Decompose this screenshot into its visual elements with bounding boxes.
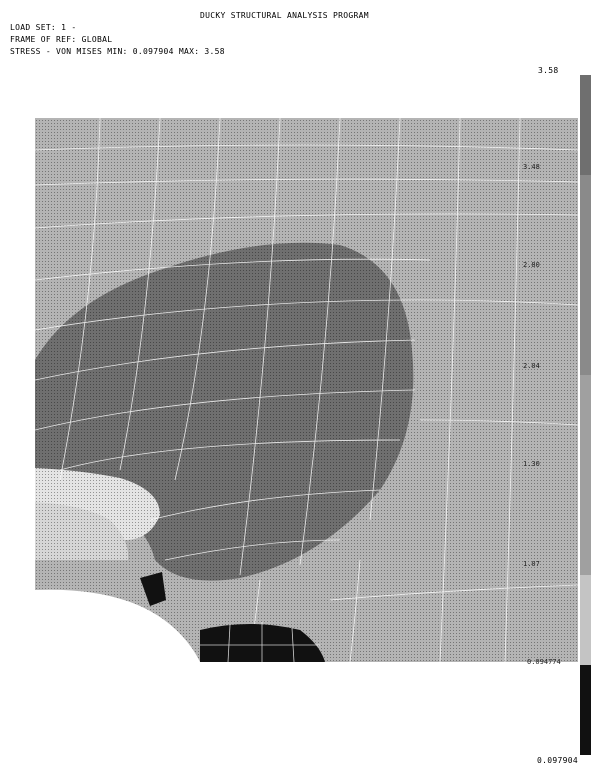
legend-scale-label: 1.30 [523,460,540,468]
legend-scale-label: 3.48 [523,163,540,171]
legend-max-label: 3.58 [538,66,559,75]
stress-legend-bar [580,75,591,755]
program-title: DUCKY STRUCTURAL ANALYSIS PROGRAM [200,11,369,20]
load-set-label: LOAD SET: 1 - [10,23,77,32]
legend-scale-label: 2.04 [523,362,540,370]
legend-scale-label: 1.07 [523,560,540,568]
peak-stress-region-left [140,572,166,606]
mesh-grid [35,118,578,662]
legend-scale-label: 2.80 [523,261,540,269]
legend-min-label: 0.097904 [537,756,578,765]
stress-range-label: STRESS - VON MISES MIN: 0.097904 MAX: 3.… [10,47,225,56]
circular-hole [35,589,200,662]
legend-scale-label: 0.094774 [527,658,561,666]
frame-of-reference-label: FRAME OF REF: GLOBAL [10,35,113,44]
